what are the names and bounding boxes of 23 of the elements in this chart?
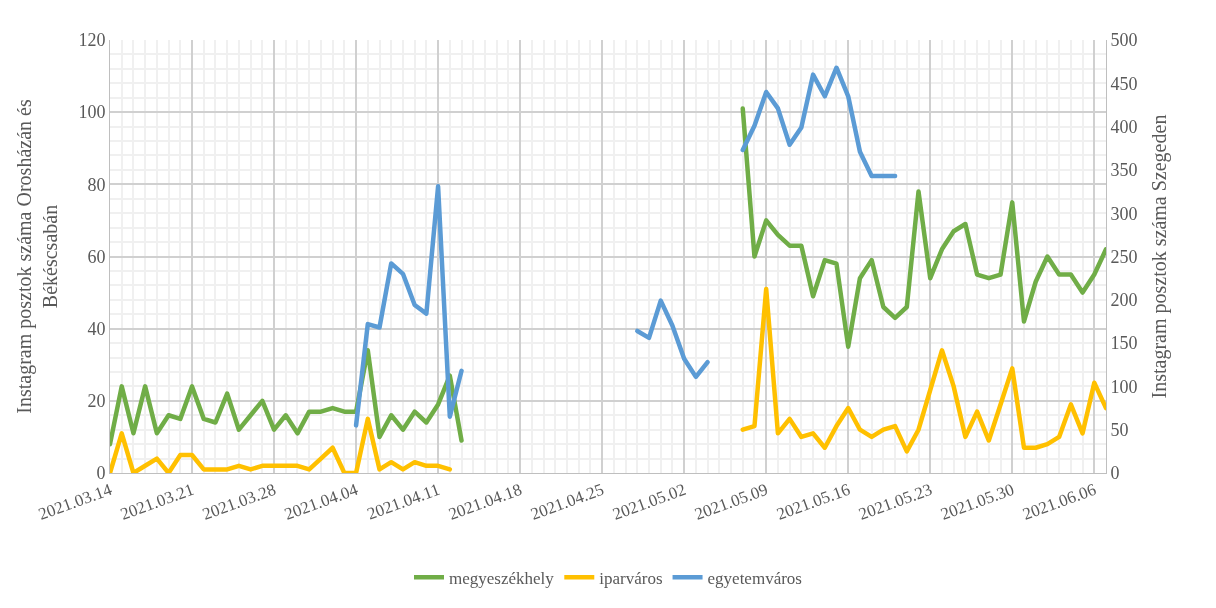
y2-axis-title: Instagram posztok száma Szegeden [1148, 114, 1172, 399]
y-tick-label: 80 [87, 174, 106, 195]
y-tick-label: 60 [87, 246, 106, 267]
y2-tick-label: 400 [1110, 116, 1138, 137]
y2-tick-label: 150 [1110, 333, 1138, 354]
y2-tick-label: 350 [1110, 160, 1138, 181]
y-tick-label: 0 [96, 463, 106, 484]
y2-tick-label: 450 [1110, 73, 1138, 94]
legend-label: megyeszékhely [449, 568, 555, 588]
y-axis-title: Instagram posztok száma Orosházán és Békéscsabán [12, 99, 61, 414]
y-tick-label: 100 [78, 102, 106, 123]
legend-label: egyetemváros [707, 568, 802, 588]
y2-tick-label: 250 [1110, 246, 1138, 267]
y-tick-label: 20 [87, 391, 106, 412]
y-tick-label: 120 [78, 30, 106, 51]
y2-tick-label: 50 [1110, 420, 1129, 440]
y2-tick-label: 0 [1110, 463, 1120, 484]
y-tick-label: 40 [87, 318, 106, 339]
y2-tick-label: 100 [1110, 376, 1138, 397]
y2-tick-label: 200 [1110, 290, 1138, 311]
y2-tick-label: 500 [1110, 30, 1138, 51]
legend-label: iparváros [599, 568, 663, 588]
y2-tick-label: 300 [1110, 203, 1138, 224]
